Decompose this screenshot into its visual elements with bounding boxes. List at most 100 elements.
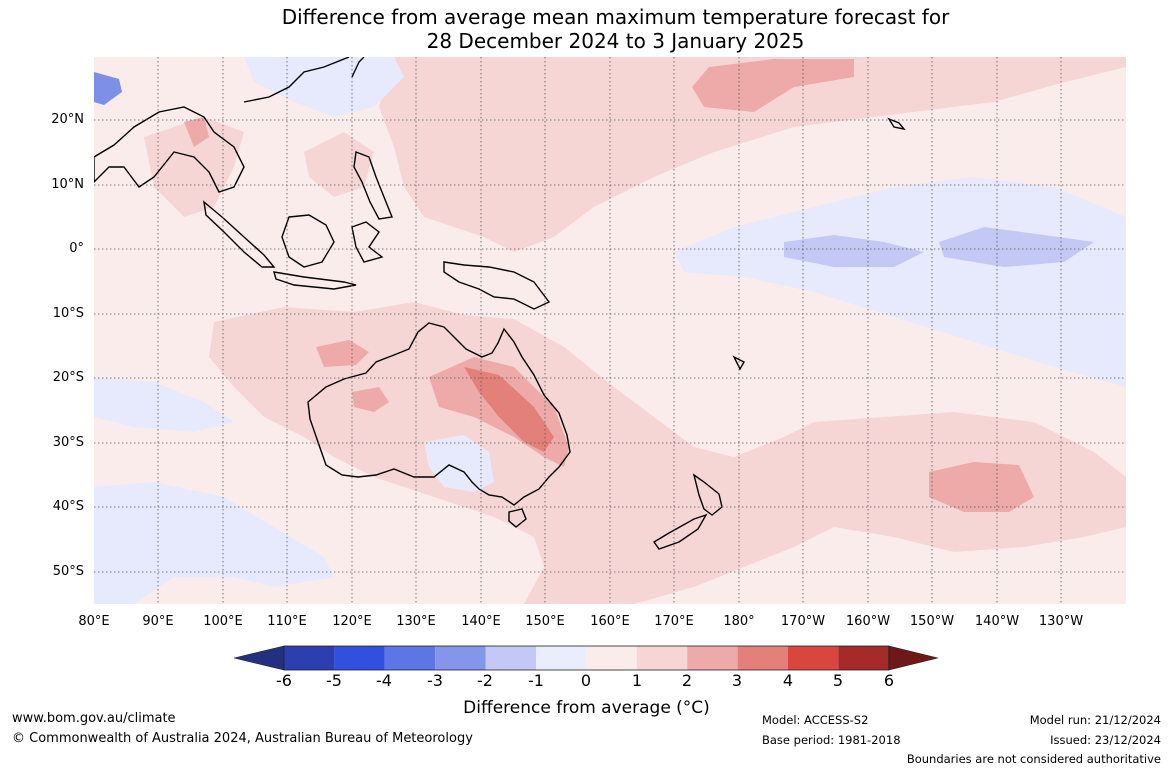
fiji-coast (732, 355, 745, 371)
lat-label-20s: 20°S (52, 370, 84, 385)
lon-label-170e: 170°E (654, 614, 694, 629)
lat-label-10n: 10°N (51, 177, 84, 192)
colorbar-segment-6 (536, 646, 587, 670)
anomaly-1-2-north-pacific (379, 57, 1126, 252)
colorbar-segment-10 (737, 646, 788, 670)
tasmania-coast (508, 508, 527, 528)
colorbar-segment-9 (687, 646, 738, 670)
new-zealand-north (692, 473, 723, 516)
lon-label-170w: 170°W (780, 614, 826, 629)
anomaly-1-2-sea (304, 132, 374, 197)
colorbar-tick-1: 1 (631, 671, 643, 690)
colorbar (233, 645, 940, 675)
lon-label-150e: 150°E (525, 614, 565, 629)
anomaly-2-3-pacific-north (692, 59, 854, 112)
anomaly-minus2-minus1-equatorial-b (939, 227, 1094, 267)
colorbar-tick-minus6: -6 (276, 671, 292, 690)
lat-label-10s: 10°S (52, 306, 84, 321)
colorbar-tick-minus5: -5 (326, 671, 342, 690)
lon-label-160e: 160°E (590, 614, 630, 629)
colorbar-tick-2: 2 (681, 671, 693, 690)
footer-issued: Issued: 23/12/2024 (1050, 733, 1161, 747)
sulawesi-coast (351, 221, 384, 263)
colorbar-extend-low (233, 645, 285, 671)
colorbar-tick-4: 4 (782, 671, 794, 690)
footer-base-period: Base period: 1981-2018 (762, 733, 901, 747)
anomaly-minus1-0-southwest (94, 482, 334, 604)
colorbar-tick-5: 5 (832, 671, 844, 690)
colorbar-segment-7 (586, 646, 637, 670)
japan-coast (351, 57, 365, 78)
lat-label-40s: 40°S (52, 499, 84, 514)
lon-label-80e: 80°E (78, 614, 110, 629)
title-line-1: Difference from average mean maximum tem… (281, 5, 950, 29)
lat-label-30s: 30°S (52, 435, 84, 450)
philippines-coast (353, 151, 393, 220)
colorbar-segment-5 (485, 646, 536, 670)
graticule (94, 57, 1126, 604)
colorbar-tick-minus2: -2 (477, 671, 493, 690)
lon-label-160w: 160°W (845, 614, 891, 629)
hawaii-coast (887, 117, 906, 131)
australia-coast (307, 322, 571, 506)
colorbar-title: Difference from average (°C) (463, 698, 710, 718)
colorbar-tick-minus3: -3 (427, 671, 443, 690)
lat-label-0: 0° (69, 241, 84, 256)
anomaly-minus1-0-asia (244, 57, 404, 117)
colorbar-frame (283, 645, 890, 671)
footer-model: Model: ACCESS-S2 (762, 713, 869, 727)
colorbar-segment-3 (384, 646, 436, 670)
colorbar-segment-11 (788, 646, 839, 670)
anomaly-2-3-south-pacific (929, 462, 1034, 512)
footer-model-run: Model run: 21/12/2024 (1029, 713, 1161, 727)
lon-label-130w: 130°W (1038, 614, 1084, 629)
lon-label-110e: 110°E (267, 614, 307, 629)
java-coast (273, 271, 357, 290)
borneo-coast (281, 214, 335, 268)
sumatra-coast (203, 200, 276, 268)
anomaly-2-3-central (352, 387, 389, 412)
colorbar-segment-8 (636, 646, 688, 670)
lon-label-100e: 100°E (203, 614, 243, 629)
colorbar-tick-6: 6 (883, 671, 895, 690)
colorbar-tick-minus4: -4 (376, 671, 392, 690)
colorbar-segment-4 (435, 646, 486, 670)
title-line-2: 28 December 2024 to 3 January 2025 (426, 29, 805, 53)
lon-label-90e: 90°E (142, 614, 174, 629)
lon-label-120e: 120°E (332, 614, 372, 629)
forecast-map (94, 57, 1126, 604)
anomaly-minus1-0-equatorial-pacific (674, 177, 1126, 387)
footer-disclaimer: Boundaries are not considered authoritat… (906, 752, 1161, 766)
new-zealand-south (652, 513, 708, 550)
lat-label-20n: 20°N (51, 112, 84, 127)
colorbar-segment-12 (838, 646, 889, 670)
lon-label-140w: 140°W (974, 614, 1020, 629)
colorbar-segment-1 (284, 646, 335, 670)
anomaly-2-3-coral (316, 340, 369, 367)
lon-label-180: 180° (723, 614, 755, 629)
footer-website[interactable]: www.bom.gov.au/climate (12, 711, 176, 726)
mainland-asia-coast (94, 106, 245, 193)
china-coast (243, 57, 350, 103)
lon-label-150w: 150°W (909, 614, 955, 629)
footer-copyright: © Commonwealth of Australia 2024, Austra… (12, 731, 473, 746)
lon-label-140e: 140°E (461, 614, 501, 629)
anomaly-minus1-0-indian-ocean (94, 377, 234, 432)
colorbar-extend-high (888, 645, 939, 671)
colorbar-tick-3: 3 (731, 671, 743, 690)
colorbar-tick-minus1: -1 (528, 671, 544, 690)
anomaly-3-4-east-australia (464, 367, 554, 452)
anomaly-minus1-0-south-australia (424, 435, 494, 492)
colorbar-segment-2 (334, 646, 385, 670)
anomaly-field (94, 57, 1126, 604)
anomaly-minus2-minus1-equatorial-a (784, 235, 924, 267)
colorbar-tick-0: 0 (580, 671, 592, 690)
anomaly-minus3-minus2-northwest (94, 72, 122, 105)
colorbar-svg (233, 645, 939, 671)
anomaly-2-3-maritime (184, 117, 209, 147)
lat-label-50s: 50°S (52, 564, 84, 579)
map-title: Difference from average mean maximum tem… (0, 5, 1173, 53)
new-guinea-coast (443, 261, 551, 310)
coastlines (94, 57, 906, 550)
lon-label-130e: 130°E (396, 614, 436, 629)
